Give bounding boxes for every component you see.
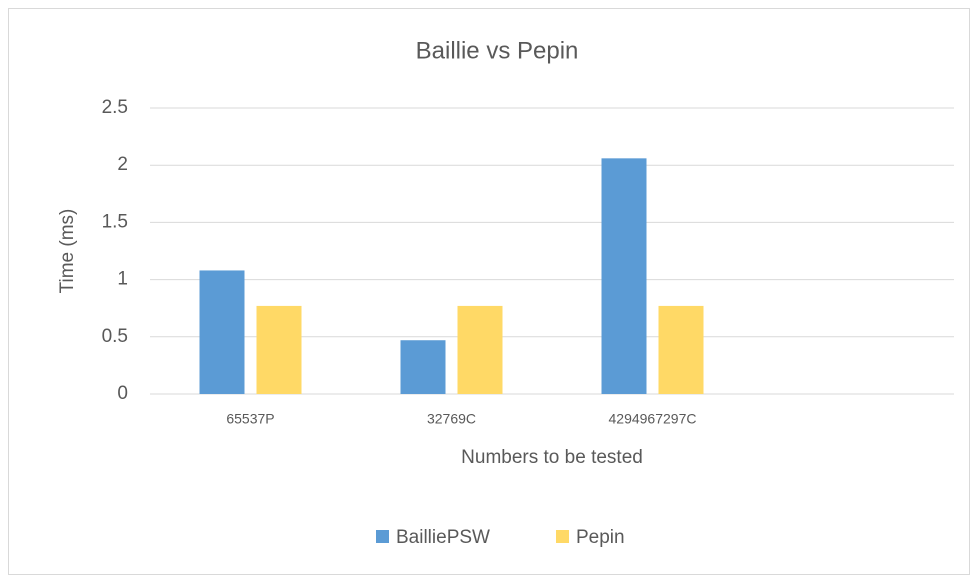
y-axis-label: Time (ms) [57,209,78,294]
legend-swatch [556,530,569,543]
legend-label: BailliePSW [396,527,490,548]
x-tick-label: 4294967297C [609,411,697,427]
x-tick-label: 65537P [226,411,274,427]
x-tick-label: 32769C [427,411,476,427]
bar [601,158,647,394]
legend-label: Pepin [576,527,625,548]
chart-border [8,8,970,575]
y-tick-label: 1.5 [102,211,128,232]
legend-swatch [376,530,389,543]
bar [457,305,503,394]
bar [400,340,446,394]
y-tick-label: 0.5 [102,326,128,347]
bar [199,270,245,394]
x-axis-label: Numbers to be tested [461,447,643,468]
y-tick-label: 1 [117,269,128,290]
y-tick-label: 2 [117,154,128,175]
y-tick-label: 0 [117,383,128,404]
bar [658,305,704,394]
chart-title: Baillie vs Pepin [416,37,579,64]
bar [256,305,302,394]
y-tick-label: 2.5 [102,97,128,118]
